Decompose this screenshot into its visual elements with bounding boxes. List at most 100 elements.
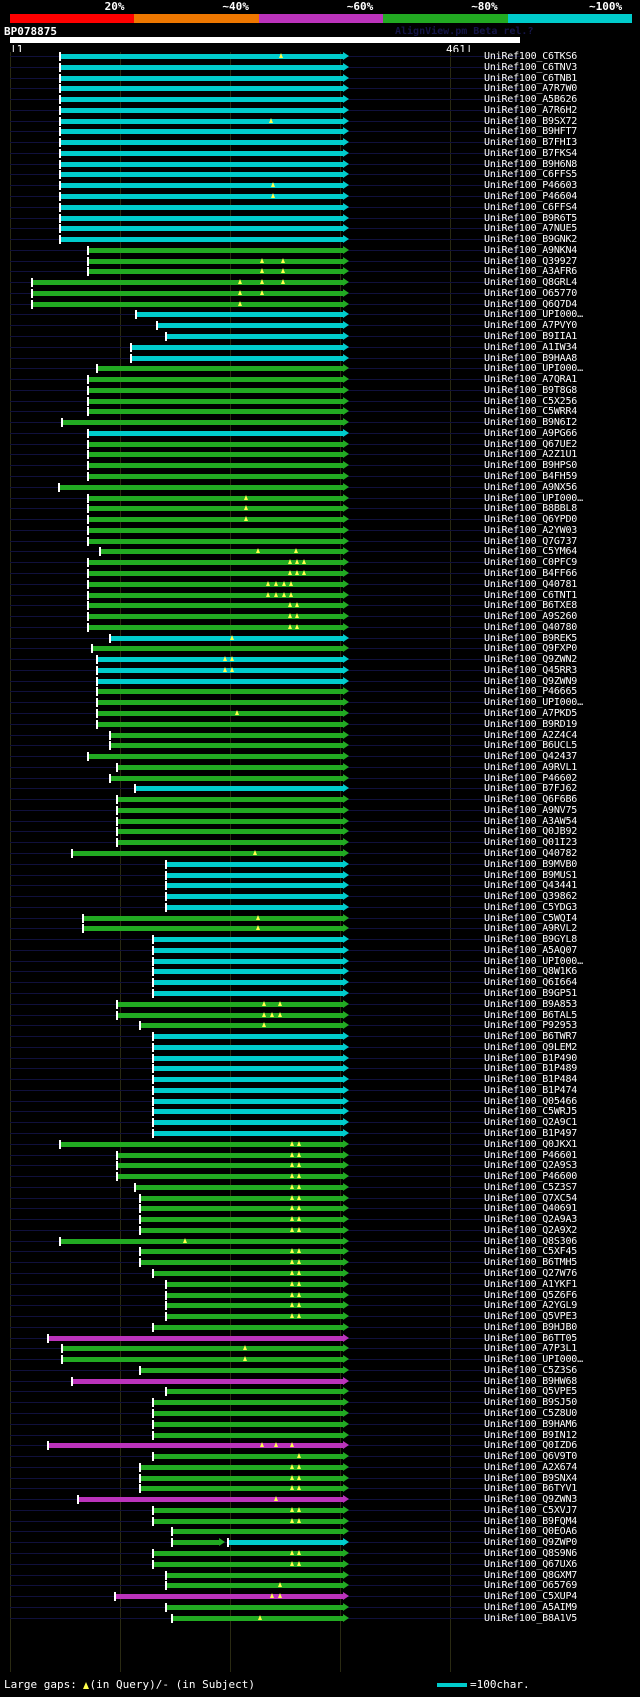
hit-row[interactable]: UniRef100_A9NV75 <box>0 804 640 817</box>
hit-label[interactable]: UniRef100_UPI000… <box>484 363 583 375</box>
hit-label[interactable]: UniRef100_UPI000… <box>484 1354 583 1366</box>
hit-label[interactable]: UniRef100_P46604 <box>484 191 578 202</box>
hit-label[interactable]: UniRef100_Q6I664 <box>484 977 578 989</box>
hit-label[interactable]: UniRef100_Q0JKX1 <box>484 1138 578 1150</box>
hit-row[interactable]: UniRef100_B7FKS4 <box>0 148 640 160</box>
alignment-bar[interactable] <box>171 1538 225 1548</box>
hit-row[interactable]: UniRef100_B9REK5 <box>0 633 640 645</box>
hit-label[interactable]: UniRef100_A3AW54 <box>484 815 578 827</box>
hit-row[interactable]: UniRef100_A5AQ07 <box>0 945 640 957</box>
hit-label[interactable]: UniRef100_B9A853 <box>484 998 578 1010</box>
hit-row[interactable]: UniRef100_B9RD19 <box>0 718 640 731</box>
alignment-bar[interactable] <box>165 859 349 869</box>
hit-row[interactable]: UniRef100_B9GNK2 <box>0 234 640 246</box>
hit-row[interactable]: UniRef100_B9N6I2 <box>0 417 640 429</box>
hit-label[interactable]: UniRef100_B9HAA8 <box>484 352 578 364</box>
hit-row[interactable]: UniRef100_B9SJ50 <box>0 1397 640 1409</box>
hit-row[interactable]: UniRef100_C0PFC9 <box>0 557 640 569</box>
alignment-bar[interactable] <box>96 708 349 718</box>
hit-label[interactable]: UniRef100_B9FQM4 <box>484 1515 578 1527</box>
hit-label[interactable]: UniRef100_B9HFT7 <box>484 126 578 138</box>
alignment-bar[interactable] <box>165 881 349 891</box>
hit-label[interactable]: UniRef100_C6TNV3 <box>484 61 578 73</box>
hit-label[interactable]: UniRef100_Q2A9S3 <box>484 1160 578 1172</box>
hit-row[interactable]: UniRef100_C5Z3S6 <box>0 1365 640 1377</box>
hit-row[interactable]: UniRef100_B9FQM4 <box>0 1515 640 1528</box>
alignment-bar[interactable] <box>96 687 349 697</box>
hit-label[interactable]: UniRef100_A9RVL1 <box>484 761 578 773</box>
hit-label[interactable]: UniRef100_Q40780 <box>484 621 578 633</box>
hit-label[interactable]: UniRef100_B9RD19 <box>484 718 578 730</box>
hit-label[interactable]: UniRef100_P46601 <box>484 1149 578 1161</box>
alignment-bar[interactable] <box>135 310 349 320</box>
alignment-bar[interactable] <box>47 1441 349 1451</box>
alignment-bar[interactable] <box>59 202 349 212</box>
alignment-bar[interactable] <box>134 1182 349 1192</box>
hit-label[interactable]: UniRef100_Q8S9N6 <box>484 1548 578 1560</box>
hit-label[interactable]: UniRef100_Q5Z6F6 <box>484 1289 578 1301</box>
hit-label[interactable]: UniRef100_C5XF45 <box>484 1246 578 1258</box>
hit-row[interactable]: UniRef100_B6TT05 <box>0 1333 640 1345</box>
alignment-bar[interactable] <box>165 1279 349 1289</box>
alignment-bar[interactable] <box>87 385 349 395</box>
hit-row[interactable]: UniRef100_C5XVJ7 <box>0 1505 640 1517</box>
alignment-bar[interactable] <box>130 342 349 352</box>
hit-row[interactable]: UniRef100_Q40780 <box>0 621 640 634</box>
alignment-bar[interactable] <box>109 773 349 783</box>
alignment-bar[interactable] <box>87 558 349 568</box>
alignment-bar[interactable] <box>61 1355 349 1365</box>
alignment-bar[interactable] <box>59 148 349 158</box>
hit-label[interactable]: UniRef100_B6TMH5 <box>484 1257 578 1269</box>
alignment-bar[interactable] <box>116 1010 349 1020</box>
hit-label[interactable]: UniRef100_C5YM64 <box>484 546 578 558</box>
alignment-bar[interactable] <box>31 288 349 298</box>
hit-row[interactable]: UniRef100_Q01I23 <box>0 837 640 849</box>
hit-label[interactable]: UniRef100_A9S260 <box>484 611 578 623</box>
hit-row[interactable]: UniRef100_Q9ZWP0 <box>0 1537 640 1549</box>
alignment-bar[interactable] <box>116 1150 349 1160</box>
alignment-bar[interactable] <box>59 181 349 191</box>
alignment-bar[interactable] <box>152 1516 349 1526</box>
alignment-bar[interactable] <box>71 848 349 858</box>
alignment-bar[interactable] <box>152 1096 349 1106</box>
alignment-bar[interactable] <box>87 752 349 762</box>
alignment-bar[interactable] <box>91 644 349 654</box>
hit-row[interactable]: UniRef100_UPI000… <box>0 493 640 505</box>
hit-row[interactable]: UniRef100_C6TKS6 <box>0 51 640 63</box>
alignment-bar[interactable] <box>87 622 349 632</box>
hit-label[interactable]: UniRef100_B9N6I2 <box>484 417 578 429</box>
hit-label[interactable]: UniRef100_A7PKD5 <box>484 707 578 719</box>
alignment-bar[interactable] <box>152 1549 349 1559</box>
hit-label[interactable]: UniRef100_Q0JB92 <box>484 826 578 838</box>
hit-row[interactable]: UniRef100_A9S260 <box>0 611 640 623</box>
alignment-bar[interactable] <box>116 795 349 805</box>
hit-label[interactable]: UniRef100_O65769 <box>484 1580 578 1592</box>
alignment-bar[interactable] <box>61 1344 349 1354</box>
hit-row[interactable]: UniRef100_UPI000… <box>0 1354 640 1366</box>
alignment-bar[interactable] <box>87 515 349 525</box>
hit-row[interactable]: UniRef100_Q0IZD6 <box>0 1440 640 1452</box>
hit-label[interactable]: UniRef100_Q6V9T0 <box>484 1451 578 1463</box>
alignment-bar[interactable] <box>87 612 349 622</box>
hit-row[interactable]: UniRef100_Q5Z6F6 <box>0 1289 640 1302</box>
hit-row[interactable]: UniRef100_A5AIM9 <box>0 1601 640 1614</box>
hit-label[interactable]: UniRef100_B9IIA1 <box>484 331 578 343</box>
hit-row[interactable]: UniRef100_Q6V9T0 <box>0 1451 640 1463</box>
hit-row[interactable]: UniRef100_C6FFS5 <box>0 169 640 181</box>
hit-row[interactable]: UniRef100_B1P497 <box>0 1128 640 1140</box>
alignment-bar[interactable] <box>116 1172 349 1182</box>
hit-label[interactable]: UniRef100_A5AIM9 <box>484 1601 578 1613</box>
hit-row[interactable]: UniRef100_B6TWR7 <box>0 1031 640 1043</box>
hit-label[interactable]: UniRef100_B6TAL5 <box>484 1009 578 1021</box>
alignment-bar[interactable] <box>165 1570 349 1580</box>
hit-row[interactable]: UniRef100_C5XUP4 <box>0 1591 640 1603</box>
alignment-bar[interactable] <box>171 1527 349 1537</box>
hit-label[interactable]: UniRef100_A1IW34 <box>484 341 578 353</box>
hit-label[interactable]: UniRef100_A9NV75 <box>484 804 578 816</box>
hit-label[interactable]: UniRef100_B9H6N8 <box>484 158 578 170</box>
alignment-bar[interactable] <box>139 1204 349 1214</box>
alignment-bar[interactable] <box>87 396 349 406</box>
alignment-bar[interactable] <box>59 1139 349 1149</box>
hit-label[interactable]: UniRef100_P92953 <box>484 1020 578 1032</box>
alignment-bar[interactable] <box>116 1161 349 1171</box>
